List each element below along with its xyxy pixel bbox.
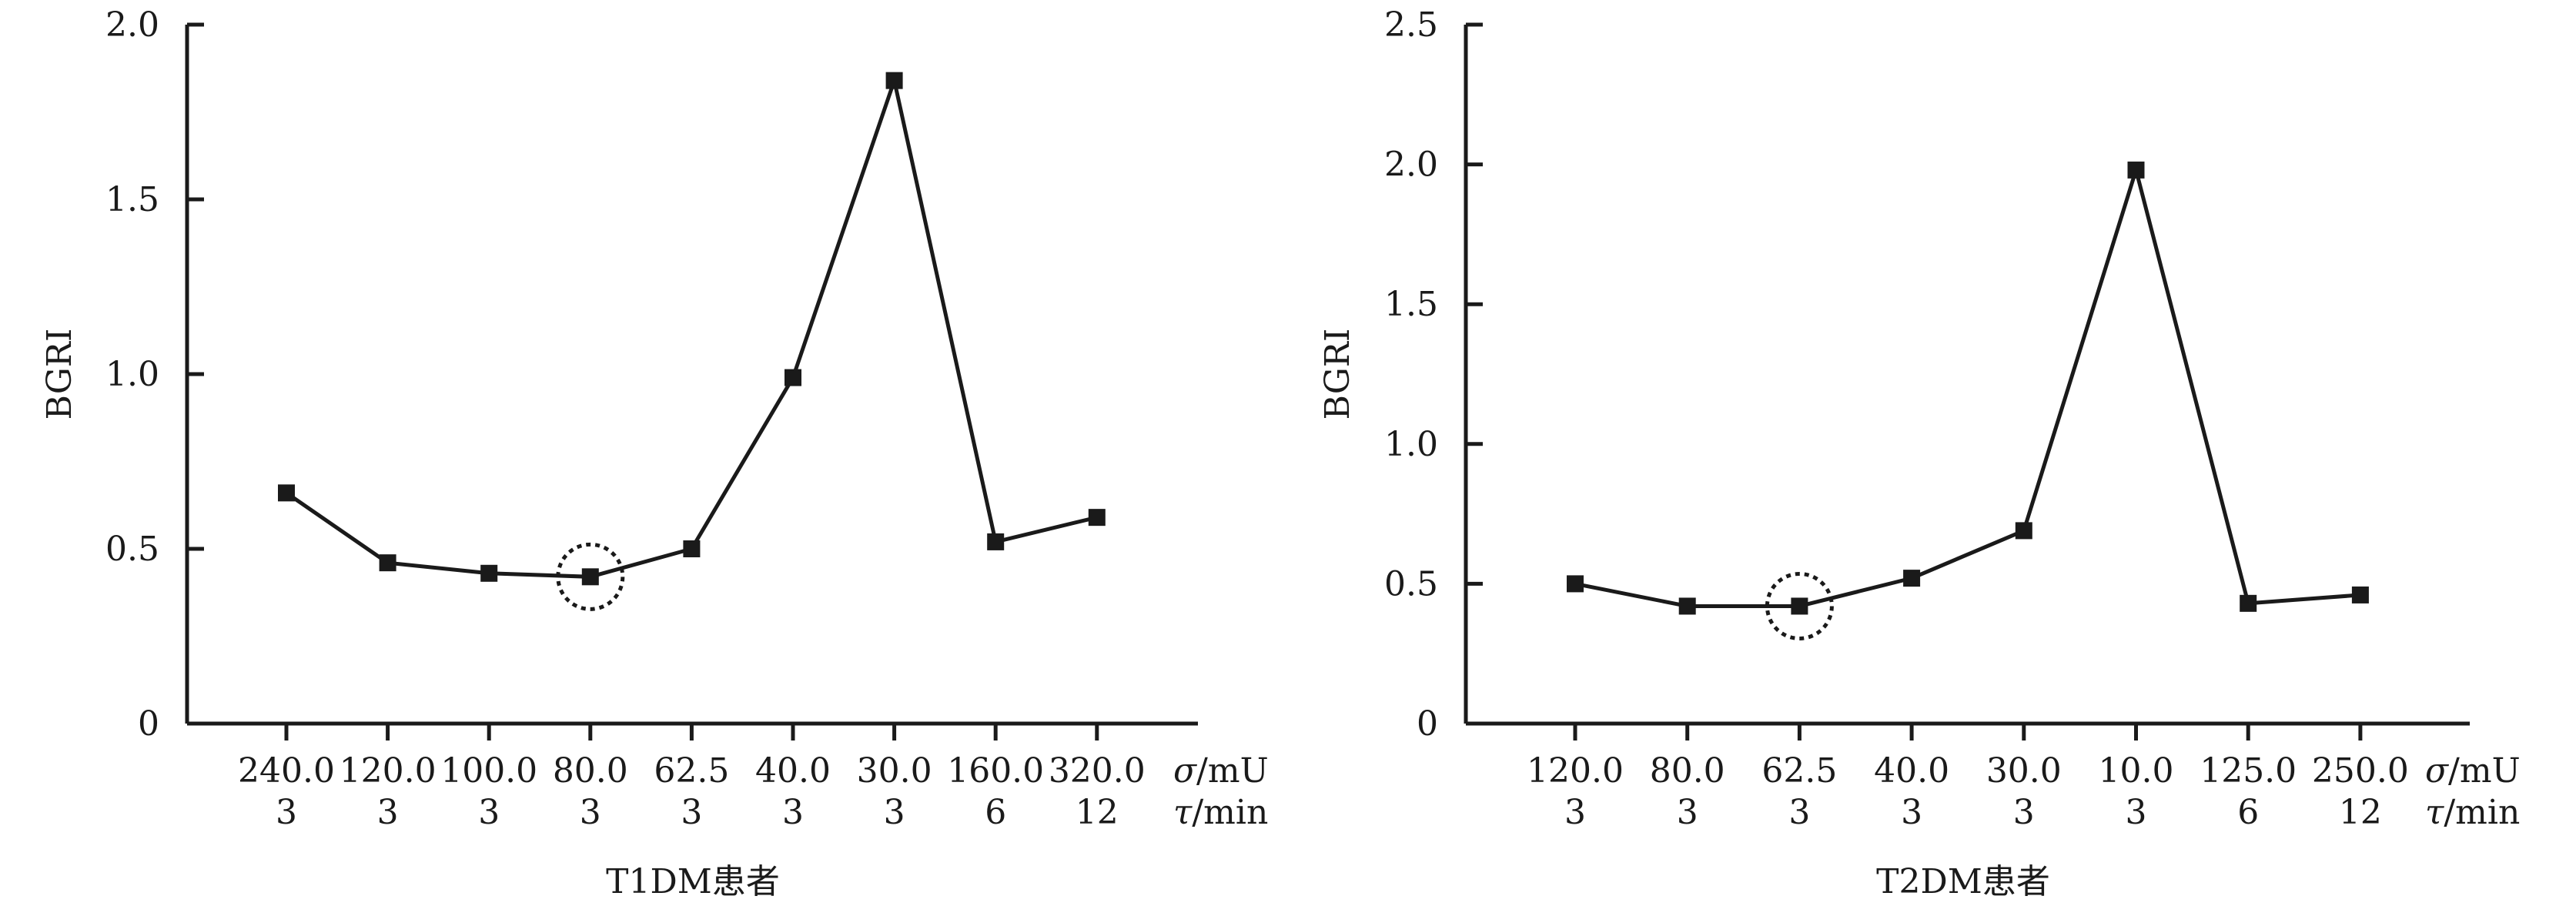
- y-axis-title: BGRI: [1318, 329, 1357, 420]
- data-point: [379, 554, 396, 572]
- x-tick-label-tau: 3: [884, 793, 905, 832]
- x-tick-label-sigma: 120.0: [1527, 751, 1624, 791]
- series-line: [285, 79, 1098, 579]
- data-point: [1903, 570, 1921, 587]
- x-tick-label-tau: 12: [1076, 793, 1119, 832]
- y-tick-label: 1.0: [1384, 425, 1438, 464]
- x-tick-label-tau: 3: [1677, 793, 1698, 832]
- series-line: [1574, 168, 2361, 608]
- data-point: [581, 568, 599, 586]
- x-axis-title: T2DM患者: [1876, 862, 2050, 901]
- tau-unit-label: τ/min: [1173, 793, 1268, 832]
- x-tick-label-tau: 3: [580, 793, 601, 832]
- sigma-unit-label: σ/mU: [2425, 751, 2521, 791]
- x-tick-label-sigma: 10.0: [2099, 751, 2174, 791]
- data-point: [2015, 522, 2032, 540]
- x-tick-label-tau: 6: [985, 793, 1006, 832]
- y-tick-label: 1.0: [105, 355, 159, 394]
- x-tick-label-sigma: 62.5: [654, 751, 729, 791]
- y-tick-label: 2.0: [105, 5, 159, 45]
- y-tick-label: 0: [138, 704, 159, 744]
- y-axis-title: BGRI: [40, 329, 79, 420]
- x-tick-label-sigma: 320.0: [1049, 751, 1146, 791]
- data-point: [1567, 575, 1584, 593]
- optimum-highlight-circle: [1765, 571, 1834, 640]
- x-tick-label-sigma: 62.5: [1761, 751, 1837, 791]
- x-tick-label-sigma: 250.0: [2312, 751, 2409, 791]
- x-tick-label-sigma: 30.0: [1986, 751, 2062, 791]
- x-tick-label-tau: 3: [478, 793, 500, 832]
- x-tick-label-tau: 3: [782, 793, 804, 832]
- x-tick-label-tau: 3: [2126, 793, 2147, 832]
- x-tick-label-sigma: 125.0: [2200, 751, 2297, 791]
- y-tick-label: 0.5: [1384, 564, 1438, 603]
- sigma-unit-label: σ/mU: [1173, 751, 1269, 791]
- x-tick-label-tau: 3: [2013, 793, 2035, 832]
- y-tick-label: 0.5: [105, 530, 159, 569]
- data-point: [885, 72, 903, 89]
- data-point: [480, 564, 498, 582]
- data-point: [683, 540, 701, 557]
- x-tick-label-tau: 3: [681, 793, 702, 832]
- y-tick-label: 2.5: [1384, 5, 1438, 45]
- data-point: [1088, 509, 1106, 527]
- y-tick-label: 0: [1417, 704, 1438, 744]
- y-tick-label: 2.0: [1384, 145, 1438, 185]
- x-tick-label-sigma: 120.0: [340, 751, 437, 791]
- data-point: [2351, 586, 2369, 603]
- data-point: [2127, 161, 2145, 179]
- x-tick-label-sigma: 80.0: [553, 751, 628, 791]
- x-tick-label-sigma: 100.0: [440, 751, 537, 791]
- x-tick-label-sigma: 40.0: [1874, 751, 1949, 791]
- data-point: [1791, 597, 1808, 615]
- y-tick-label: 1.5: [105, 180, 159, 219]
- x-tick-label-sigma: 80.0: [1650, 751, 1725, 791]
- x-tick-label-sigma: 30.0: [857, 751, 932, 791]
- x-tick-label-tau: 3: [1788, 793, 1810, 832]
- chart-panel-t2dm: 00.51.01.52.02.5BGRI120.0380.0362.5340.0…: [1318, 5, 2521, 901]
- chart-panel-t1dm: 00.51.01.52.0BGRI240.03120.03100.0380.03…: [40, 5, 1269, 901]
- x-tick-label-sigma: 160.0: [947, 751, 1044, 791]
- x-axis-title: T1DM患者: [606, 862, 780, 901]
- x-tick-label-tau: 3: [1564, 793, 1586, 832]
- x-tick-label-sigma: 40.0: [755, 751, 831, 791]
- data-point: [2240, 594, 2257, 612]
- data-point: [785, 369, 801, 386]
- x-tick-label-sigma: 240.0: [238, 751, 335, 791]
- x-tick-label-tau: 6: [2237, 793, 2259, 832]
- x-tick-label-tau: 3: [377, 793, 399, 832]
- tau-unit-label: τ/min: [2425, 793, 2520, 832]
- data-point: [1678, 597, 1696, 615]
- y-tick-label: 1.5: [1384, 285, 1438, 324]
- x-tick-label-tau: 3: [1901, 793, 1922, 832]
- optimum-highlight-circle: [556, 542, 625, 611]
- x-tick-label-tau: 3: [276, 793, 297, 832]
- data-point: [987, 533, 1005, 550]
- data-point: [278, 484, 295, 502]
- x-tick-label-tau: 12: [2339, 793, 2382, 832]
